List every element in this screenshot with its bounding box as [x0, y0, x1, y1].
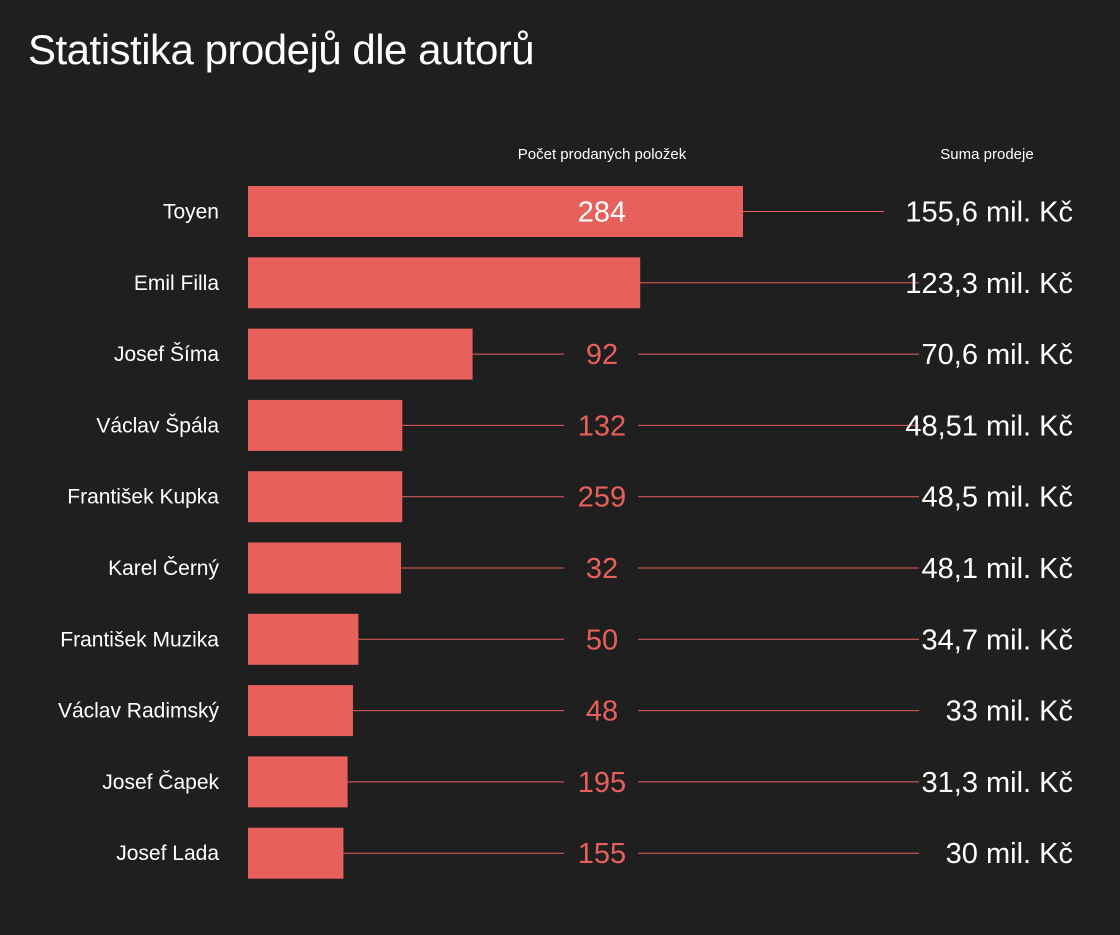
author-label: Karel Černý — [108, 557, 219, 580]
count-label: 284 — [578, 197, 626, 229]
count-label: 195 — [578, 767, 626, 799]
sum-label: 34,7 mil. Kč — [922, 624, 1074, 656]
count-label: 50 — [586, 624, 618, 656]
count-label: 146 — [578, 268, 626, 300]
bar — [248, 471, 403, 523]
sum-label: 48,1 mil. Kč — [922, 553, 1074, 585]
author-label: František Muzika — [60, 628, 219, 651]
bar — [248, 328, 473, 380]
sum-label: 48,5 mil. Kč — [922, 482, 1074, 514]
sum-label: 31,3 mil. Kč — [922, 767, 1074, 799]
bar — [248, 685, 353, 737]
bar — [248, 186, 743, 237]
sum-label: 30 mil. Kč — [946, 838, 1073, 870]
count-label: 132 — [578, 410, 626, 442]
bar — [248, 613, 359, 665]
author-label: Toyen — [163, 201, 219, 224]
sum-column-header: Suma prodeje — [940, 146, 1034, 163]
count-label: 155 — [578, 838, 626, 870]
author-label: Josef Čapek — [102, 771, 219, 794]
count-label: 92 — [586, 339, 618, 371]
bar — [248, 257, 641, 309]
sum-label: 123,3 mil. Kč — [905, 268, 1073, 300]
author-label: Josef Šíma — [114, 343, 219, 366]
count-label: 48 — [586, 696, 618, 728]
bar — [248, 399, 403, 451]
bar — [248, 756, 348, 808]
author-label: František Kupka — [67, 486, 219, 509]
author-label: Emil Filla — [134, 272, 219, 295]
count-label: 259 — [578, 482, 626, 514]
count-label: 32 — [586, 553, 618, 585]
count-column-header: Počet prodaných položek — [517, 146, 687, 163]
author-label: Václav Radimský — [58, 700, 220, 723]
sum-label: 48,51 mil. Kč — [905, 410, 1073, 442]
sum-label: 33 mil. Kč — [946, 696, 1073, 728]
chart-title: Statistika prodejů dle autorů — [28, 26, 535, 73]
bar — [248, 827, 344, 879]
author-label: Václav Špála — [96, 414, 219, 437]
sum-label: 70,6 mil. Kč — [922, 339, 1074, 371]
author-label: Josef Lada — [116, 842, 219, 865]
bar — [248, 542, 402, 594]
sum-label: 155,6 mil. Kč — [905, 197, 1073, 229]
